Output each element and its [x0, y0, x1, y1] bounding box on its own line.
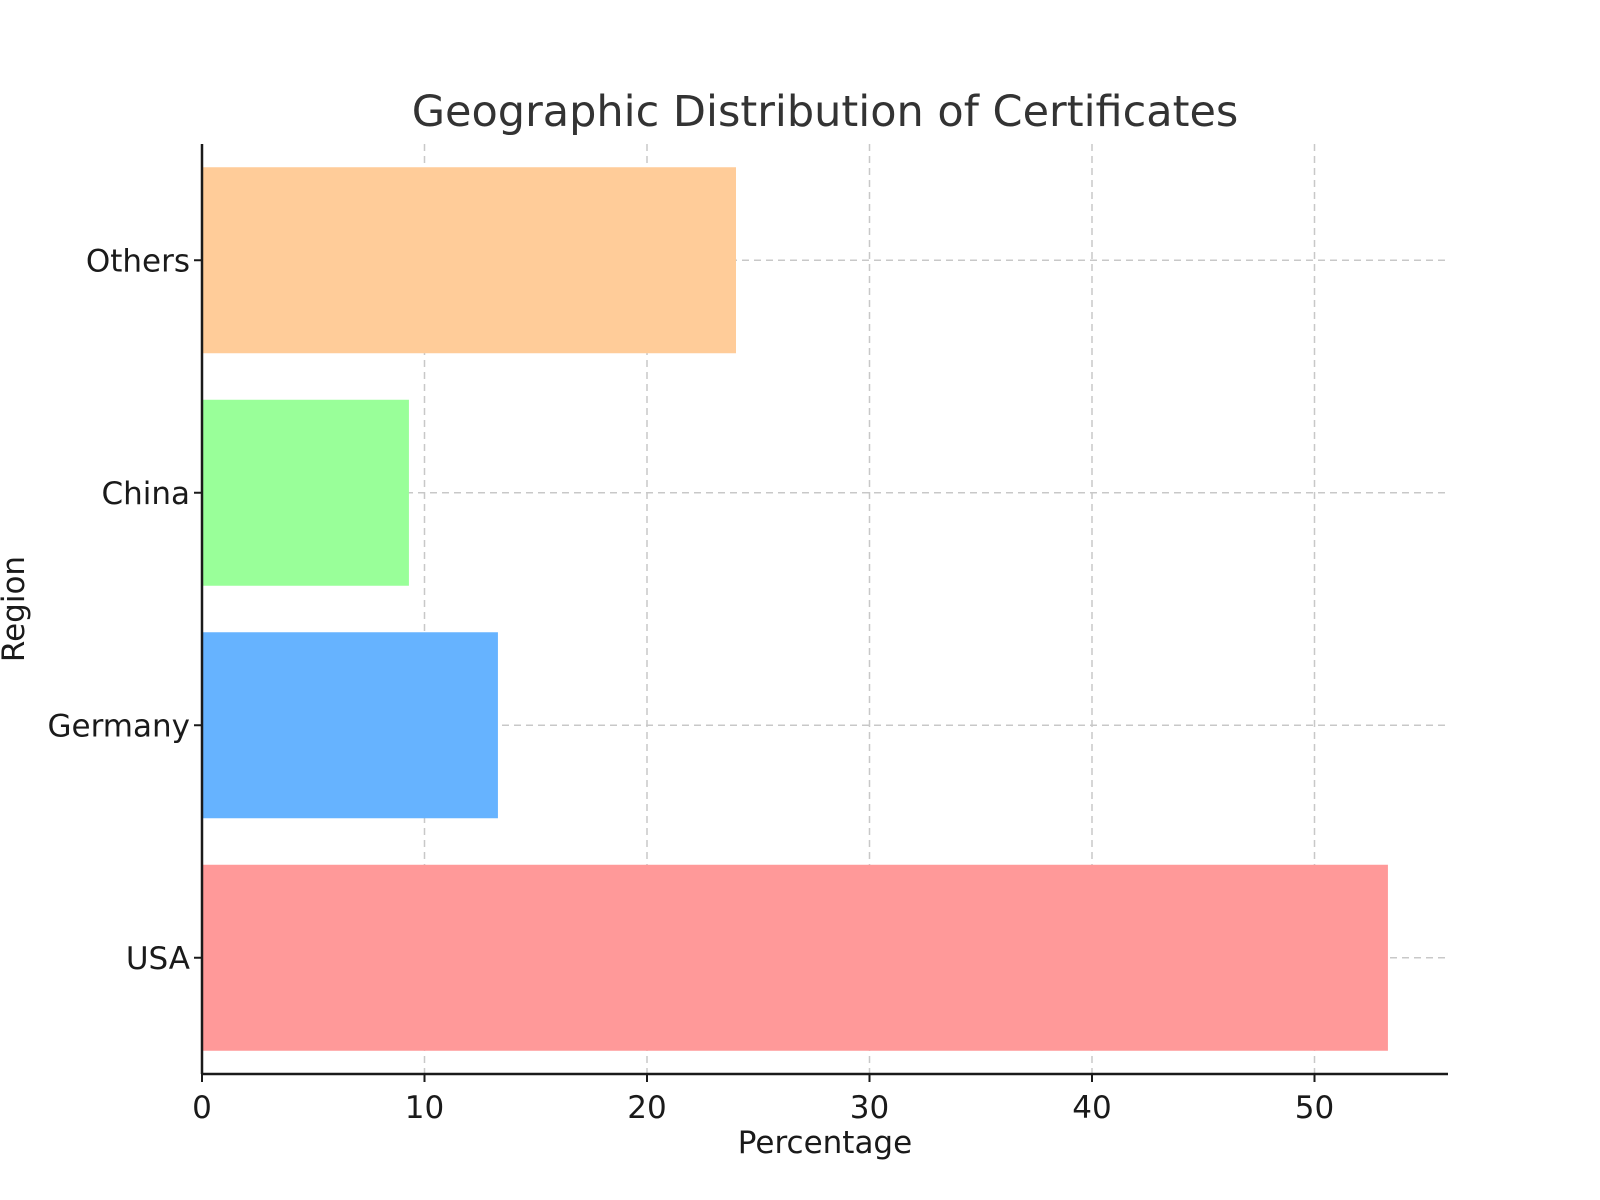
- x-tick-label: 40: [1072, 1090, 1111, 1126]
- x-tick-label: 10: [405, 1090, 444, 1126]
- x-tick-label: 0: [192, 1090, 212, 1126]
- y-tick-label-china: China: [101, 476, 190, 512]
- bars-layer: [202, 167, 1388, 1051]
- y-ticks: USA Germany China Others: [48, 243, 202, 977]
- y-tick-label-usa: USA: [126, 941, 190, 977]
- x-tick-label: 50: [1295, 1090, 1334, 1126]
- x-axis-label: Percentage: [738, 1125, 912, 1161]
- bar-germany: [202, 632, 498, 819]
- bar-usa: [202, 864, 1388, 1051]
- axes-layer: [200, 144, 1448, 1076]
- chart-title: Geographic Distribution of Certificates: [412, 87, 1239, 137]
- y-axis-label: Region: [0, 556, 32, 662]
- x-tick-label: 20: [627, 1090, 666, 1126]
- x-tick-label: 30: [850, 1090, 889, 1126]
- y-tick-label-germany: Germany: [48, 708, 190, 744]
- x-ticks: 0 10 20 30 40 50: [192, 1074, 1334, 1126]
- bar-others: [202, 167, 736, 354]
- bar-china: [202, 399, 409, 586]
- y-tick-label-others: Others: [86, 243, 190, 279]
